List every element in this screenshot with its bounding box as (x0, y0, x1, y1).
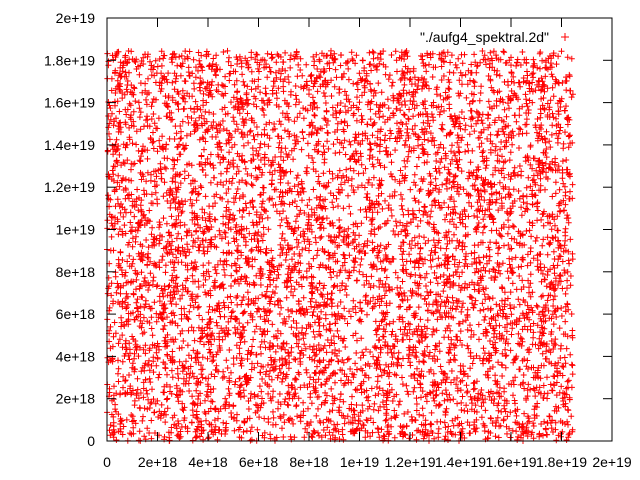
x-tick-label: 1.8e+19 (536, 454, 587, 470)
y-tick-label: 6e+18 (56, 306, 96, 322)
x-tick-label: 1.6e+19 (486, 454, 537, 470)
series-points (104, 47, 576, 444)
y-tick-label: 8e+18 (56, 264, 96, 280)
ticks: 02e+184e+186e+188e+181e+191.2e+191.4e+19… (44, 10, 632, 470)
x-tick-label: 4e+18 (188, 454, 228, 470)
x-tick-label: 1.4e+19 (435, 454, 486, 470)
legend-label: "./aufg4_spektral.2d" (420, 29, 549, 45)
legend-plus-marker (561, 33, 569, 41)
x-tick-label: 0 (103, 454, 111, 470)
y-tick-label: 1.8e+19 (44, 52, 95, 68)
y-tick-label: 2e+19 (56, 10, 96, 26)
x-tick-label: 1.2e+19 (385, 454, 436, 470)
x-tick-label: 2e+19 (592, 454, 632, 470)
x-tick-label: 6e+18 (239, 454, 279, 470)
y-tick-label: 1.2e+19 (44, 179, 95, 195)
y-tick-label: 2e+18 (56, 391, 96, 407)
legend: "./aufg4_spektral.2d" (420, 29, 569, 45)
y-tick-label: 1.4e+19 (44, 137, 95, 153)
y-tick-label: 0 (87, 433, 95, 449)
x-tick-label: 1e+19 (340, 454, 380, 470)
y-tick-label: 1.6e+19 (44, 95, 95, 111)
x-tick-label: 8e+18 (289, 454, 329, 470)
legend-marker (561, 33, 569, 41)
x-tick-label: 2e+18 (138, 454, 178, 470)
data-points (104, 47, 576, 444)
y-tick-label: 1e+19 (56, 222, 96, 238)
y-tick-label: 4e+18 (56, 348, 96, 364)
